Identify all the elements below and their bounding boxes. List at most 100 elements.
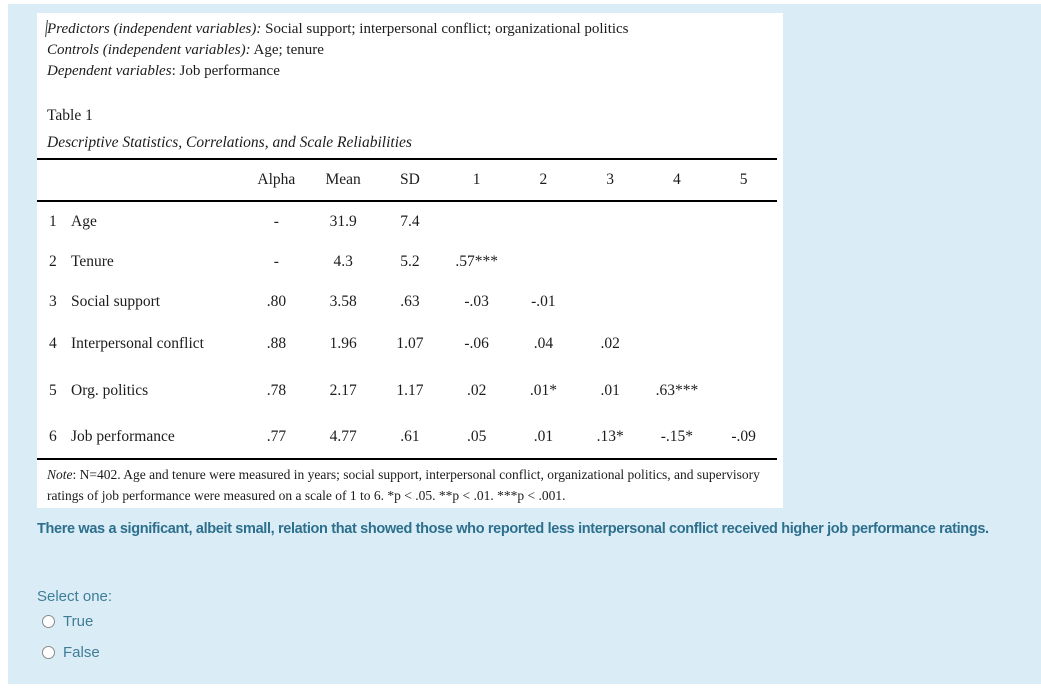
cell-value	[644, 322, 711, 366]
cell-value: 2.17	[329, 382, 357, 399]
question-panel: Predictors (independent variables): Soci…	[8, 4, 1041, 684]
cell-value: 5.2	[400, 252, 420, 270]
header-cell: Mean	[325, 171, 361, 188]
table-row: 1 Age - 31.9 7.4	[37, 201, 777, 241]
header-cell: 3	[606, 171, 614, 188]
table-row: 5 Org. politics .78 2.17 1.17 .02 .01* .01 .63**…	[37, 366, 777, 416]
header-cell: Alpha	[257, 171, 296, 188]
variables-passage: Predictors (independent variables): Soci…	[47, 19, 773, 82]
table-image: Predictors (independent variables): Soci…	[37, 13, 783, 508]
cell-value	[577, 241, 644, 282]
header-cell: 2	[539, 171, 548, 188]
table-note: Note: N=402. Age and tenure were measure…	[47, 464, 769, 506]
table-row: 4 Interpersonal conflict .88 1.96 1.07 -.06 .0…	[37, 322, 777, 366]
cell-value: .02	[600, 335, 620, 352]
row-name: Org. politics	[71, 382, 149, 399]
cell-value	[644, 201, 711, 241]
cell-value: .77	[266, 428, 287, 445]
option-true-label[interactable]: True	[63, 613, 94, 630]
header-cell	[37, 159, 71, 201]
table-row: 6 Job performance .77 4.77 .61 .05 .01 .13* -.15…	[37, 416, 777, 459]
option-true[interactable]: True	[42, 613, 93, 630]
cell-value	[710, 282, 777, 322]
cell-value: -.09	[731, 428, 756, 445]
cell-value	[710, 241, 777, 282]
cell-value	[644, 282, 711, 322]
cell-value: 1.07	[396, 335, 424, 352]
cell-value: -.03	[464, 293, 489, 310]
row-number: 1	[49, 212, 57, 230]
cell-value	[710, 322, 777, 366]
row-number: 6	[49, 428, 57, 445]
row-name: Age	[71, 212, 97, 230]
question-statement: There was a significant, albeit small, r…	[37, 521, 989, 537]
header-cell: SD	[399, 171, 420, 188]
cell-value: .01*	[529, 382, 557, 399]
cell-value: .63***	[655, 382, 699, 399]
dependent-line: Dependent variables: Job performance	[47, 61, 773, 82]
cell-value: .05	[466, 428, 487, 445]
cell-value	[443, 201, 510, 241]
table-row: 3 Social support .80 3.58 .63 -.03 -.01	[37, 282, 777, 322]
predictors-line: Predictors (independent variables): Soci…	[47, 19, 773, 40]
row-name: Tenure	[71, 252, 114, 270]
cell-value: -	[273, 252, 279, 270]
radio-false-icon[interactable]	[42, 646, 55, 659]
cell-value: 7.4	[400, 212, 420, 230]
cell-value: -.01	[531, 293, 556, 310]
predictors-value: Social support; interpersonal conflict; …	[261, 21, 629, 37]
controls-value: Age; tenure	[250, 42, 324, 58]
cell-value: .88	[266, 335, 287, 352]
radio-true-icon[interactable]	[42, 615, 55, 628]
cell-value: -	[273, 212, 279, 230]
header-cell: 4	[673, 171, 681, 188]
cell-value: .01	[533, 428, 554, 445]
cell-value	[710, 201, 777, 241]
cell-value: 3.58	[329, 293, 357, 310]
row-number: 5	[49, 382, 57, 399]
statistics-table: Alpha Mean SD 1 2 3 4 5 1 Age - 31.9 7.4 2 Ten…	[37, 158, 777, 460]
cell-value	[510, 241, 577, 282]
cell-value: 1.96	[329, 335, 357, 352]
option-false-label[interactable]: False	[63, 644, 100, 661]
cell-value	[577, 201, 644, 241]
controls-label: Controls (independent variables):	[47, 42, 251, 58]
cell-value: .57***	[455, 252, 498, 270]
cell-value: .78	[266, 382, 287, 399]
row-name: Job performance	[71, 428, 175, 445]
cell-value: .02	[466, 382, 487, 399]
predictors-label: Predictors (independent variables):	[47, 21, 262, 37]
cell-value	[644, 241, 711, 282]
note-text: : N=402. Age and tenure were measured in…	[47, 467, 760, 503]
row-number: 2	[49, 252, 57, 270]
select-one-prompt: Select one:	[37, 588, 113, 605]
header-cell	[71, 159, 243, 201]
note-label: Note	[47, 467, 73, 482]
cell-value: .63	[400, 293, 420, 310]
cell-value: 4.3	[333, 252, 353, 270]
table-label: Table 1	[47, 107, 93, 124]
row-name: Interpersonal conflict	[71, 335, 204, 352]
cell-value: 4.77	[329, 428, 357, 445]
cell-value: .13*	[596, 428, 624, 445]
row-number: 4	[49, 335, 57, 352]
cell-value: -.15*	[660, 428, 694, 445]
cell-value: .61	[400, 428, 420, 445]
cell-value: .01	[600, 382, 620, 399]
cell-value	[710, 366, 777, 416]
cell-value: 31.9	[329, 212, 357, 230]
header-cell: 5	[739, 171, 748, 188]
table-row: 2 Tenure - 4.3 5.2 .57***	[37, 241, 777, 282]
row-number: 3	[49, 293, 57, 310]
header-cell: 1	[472, 171, 481, 188]
table-title: Descriptive Statistics, Correlations, an…	[47, 134, 412, 151]
dependent-label: Dependent variables	[47, 63, 172, 79]
controls-line: Controls (independent variables): Age; t…	[47, 40, 773, 61]
row-name: Social support	[71, 293, 161, 310]
option-false[interactable]: False	[42, 644, 100, 661]
cell-value: .80	[266, 293, 287, 310]
cell-value	[577, 282, 644, 322]
cell-value	[510, 201, 577, 241]
cell-value: -.06	[464, 335, 489, 352]
table-body: 1 Age - 31.9 7.4 2 Tenure - 4.3 5.2 .57*** 3 Social …	[37, 201, 777, 459]
